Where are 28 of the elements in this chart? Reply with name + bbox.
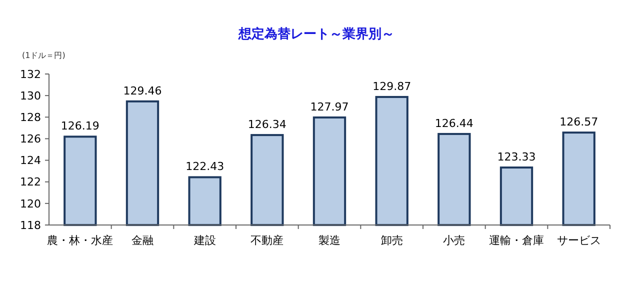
x-tick-label: 小売	[443, 234, 466, 247]
data-label: 126.44	[434, 116, 474, 130]
data-label: 129.87	[372, 80, 412, 93]
y-tick-label: 128	[20, 110, 41, 124]
y-tick-label: 118	[20, 218, 41, 232]
y-axis-title: (1ドル＝円)	[22, 51, 66, 60]
data-label: 126.34	[248, 118, 286, 132]
y-tick-label: 124	[20, 154, 41, 168]
x-tick-label: 製造	[318, 234, 340, 247]
y-tick-label: 120	[20, 197, 41, 210]
y-tick-label: 122	[20, 176, 41, 189]
y-tick-label: 132	[20, 68, 41, 81]
chart-title: 想定為替レート～業界別～	[238, 26, 394, 42]
data-label: 122.43	[186, 160, 224, 174]
x-tick-label: サービス	[556, 234, 601, 247]
data-label: 126.19	[60, 120, 100, 133]
y-tick-label: 126	[20, 132, 41, 146]
data-label: 126.57	[560, 116, 598, 129]
x-tick-label: 金融	[132, 234, 154, 247]
x-tick-label: 卸売	[380, 234, 403, 247]
y-tick-label: 130	[20, 89, 41, 102]
x-tick-label: 建設	[192, 234, 216, 247]
data-label: 129.46	[123, 84, 162, 98]
data-label: 127.97	[310, 100, 349, 114]
x-tick-label: 農・林・水産	[47, 234, 114, 247]
x-tick-label: 運輸・倉庫	[489, 234, 544, 247]
x-tick-label: 不動産	[250, 234, 284, 247]
data-label: 123.33	[497, 150, 536, 164]
